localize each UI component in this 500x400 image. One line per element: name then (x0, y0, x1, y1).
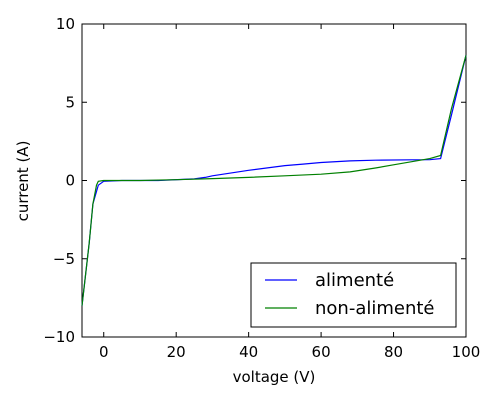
x-tick-label: 100 (452, 343, 481, 361)
legend-label-non-alimente: non-alimenté (315, 298, 435, 319)
legend-box (250, 262, 457, 328)
ticks: 0 20 40 60 80 100 −10 −5 0 5 10 (43, 15, 480, 361)
series-line-non-alimente (81, 55, 467, 306)
legend-label-alimente: alimenté (315, 270, 394, 291)
x-tick-label: 40 (239, 343, 258, 361)
legend: alimenté non-alimenté (250, 262, 457, 328)
y-tick-label: 5 (65, 93, 75, 111)
y-tick-label: −5 (53, 250, 75, 268)
y-tick-label: 0 (65, 172, 75, 190)
x-tick-label: 0 (99, 343, 109, 361)
y-tick-label: 10 (56, 15, 75, 33)
y-tick-label: −10 (43, 328, 75, 346)
series-lines (81, 55, 467, 306)
y-axis-label: current (A) (14, 141, 32, 222)
x-tick-label: 80 (384, 343, 403, 361)
x-tick-label: 20 (167, 343, 186, 361)
x-axis-label: voltage (V) (233, 368, 316, 386)
x-tick-label: 60 (312, 343, 331, 361)
